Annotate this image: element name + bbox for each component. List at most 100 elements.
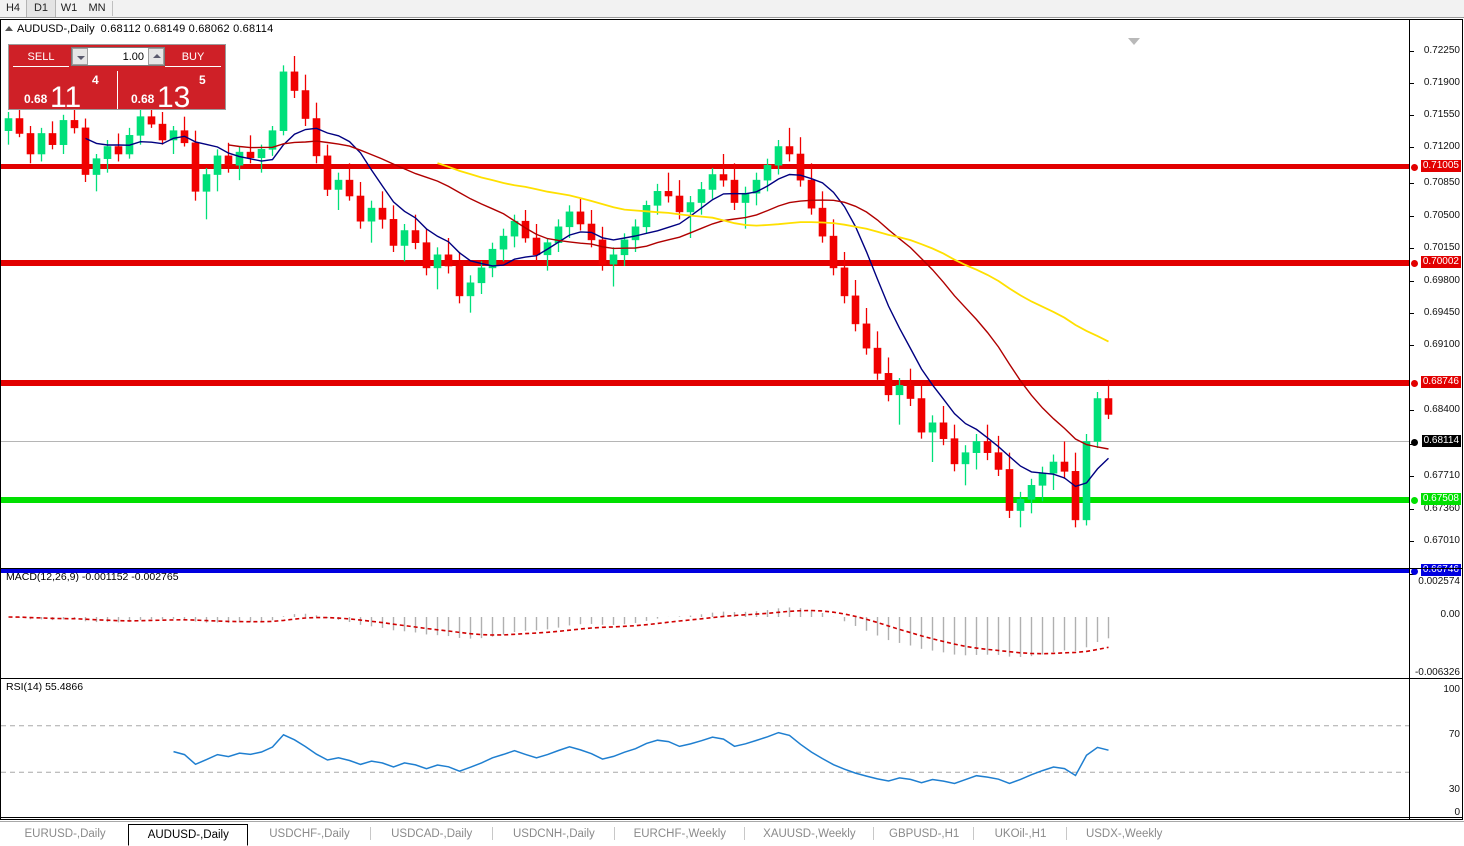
level-line-66746[interactable] bbox=[1, 568, 1409, 573]
rsi-axis-70: 70 bbox=[1448, 729, 1460, 740]
chart-tab-audusd-daily[interactable]: AUDUSD-,Daily bbox=[128, 824, 249, 846]
timeframe-d1[interactable]: D1 bbox=[26, 0, 56, 17]
price-tick-mark bbox=[1410, 83, 1414, 84]
price-tick-mark bbox=[1410, 147, 1414, 148]
timeframe-d1-label: D1 bbox=[33, 2, 49, 14]
price-tick-label: 0.68400 bbox=[1423, 404, 1460, 415]
chart-tab-usdcad-daily[interactable]: USDCAD-,Daily bbox=[391, 828, 473, 840]
collapse-triangle-icon[interactable] bbox=[5, 26, 13, 31]
volume-increase-button[interactable] bbox=[148, 48, 164, 65]
price-axis[interactable]: 0.72250 0.71900 0.71550 0.71200 0.70850 0.705… bbox=[1409, 20, 1463, 819]
price-tick-mark bbox=[1410, 509, 1414, 510]
price-level-dot bbox=[1411, 164, 1418, 171]
rsi-axis-0: 0 bbox=[1454, 807, 1460, 818]
tab-divider bbox=[743, 827, 745, 840]
buy-price-big: 13 bbox=[157, 81, 191, 114]
chevron-down-icon bbox=[77, 56, 85, 60]
level-line-71005[interactable] bbox=[1, 164, 1409, 169]
chart-top-marker-icon bbox=[1128, 38, 1140, 45]
volume-value[interactable]: 1.00 bbox=[122, 51, 144, 63]
chart-tab-usdx-weekly[interactable]: USDX-,Weekly bbox=[1085, 828, 1163, 840]
timeframe-h4[interactable]: H4 bbox=[0, 0, 26, 17]
price-level-tag[interactable]: 0.68746 bbox=[1420, 376, 1461, 388]
price-tick-label: 0.70850 bbox=[1423, 177, 1460, 188]
candlestick-series bbox=[4, 56, 1113, 528]
chart-tab-usdchf-daily[interactable]: USDCHF-,Daily bbox=[269, 828, 350, 840]
price-tick-mark bbox=[1410, 51, 1414, 52]
price-tick-label: 0.70150 bbox=[1423, 242, 1460, 253]
timeframe-mn-label: MN bbox=[88, 2, 106, 14]
time-axis: 27 Mar 20195 Apr 201915 Apr 201925 Apr 2… bbox=[1, 817, 1409, 819]
tab-divider bbox=[369, 827, 371, 840]
chart-tab-eurusd-daily[interactable]: EURUSD-,Daily bbox=[24, 828, 106, 840]
level-line-68746[interactable] bbox=[1, 380, 1409, 386]
macd-axis-min: -0.006326 bbox=[1414, 667, 1460, 678]
timeframe-mn[interactable]: MN bbox=[83, 0, 111, 17]
sell-button[interactable]: SELL bbox=[13, 48, 69, 67]
price-tick-mark bbox=[1410, 281, 1414, 282]
sell-price-quote[interactable]: 0.68 11 4 bbox=[10, 71, 118, 113]
volume-decrease-button[interactable] bbox=[72, 48, 88, 65]
chart-tab-gbpusd-h1[interactable]: GBPUSD-,H1 bbox=[889, 828, 960, 840]
price-tick-label: 0.72250 bbox=[1423, 45, 1460, 56]
price-level-tag[interactable]: 0.68114 bbox=[1421, 435, 1461, 447]
symbol-name: AUDUSD-,Daily bbox=[17, 23, 95, 35]
price-level-tag[interactable]: 0.70002 bbox=[1420, 256, 1461, 268]
chart-plot-area[interactable]: AUDUSD-,Daily 0.68112 0.68149 0.68062 0.6… bbox=[1, 20, 1409, 819]
price-tick-label: 0.71550 bbox=[1423, 109, 1460, 120]
price-tick-mark bbox=[1410, 313, 1414, 314]
volume-stepper[interactable]: 1.00 bbox=[71, 47, 165, 66]
price-level-tag[interactable]: 0.71005 bbox=[1420, 160, 1461, 172]
rsi-label: RSI(14) 55.4866 bbox=[6, 681, 84, 693]
price-level-dot bbox=[1411, 568, 1418, 575]
level-line-70002[interactable] bbox=[1, 260, 1409, 266]
axis-divider-bottom bbox=[1410, 817, 1463, 818]
macd-axis-zero: 0.00 bbox=[1440, 609, 1460, 620]
axis-divider-rsi bbox=[1410, 678, 1463, 679]
price-tick-label: 0.71900 bbox=[1423, 77, 1460, 88]
price-level-dot bbox=[1411, 497, 1418, 504]
price-tick-mark bbox=[1410, 248, 1414, 249]
one-click-trading-panel[interactable]: SELL 1.00 BUY 0.68 11 4 0.68 13 5 bbox=[8, 44, 226, 113]
chart-tab-usdcnh-daily[interactable]: USDCNH-,Daily bbox=[513, 828, 595, 840]
price-tick-label: 0.69100 bbox=[1423, 339, 1460, 350]
rsi-axis-30: 30 bbox=[1448, 784, 1460, 795]
macd-series bbox=[8, 607, 1110, 657]
macd-subwindow: MACD(12,26,9) -0.001152 -0.002765 bbox=[1, 568, 1409, 678]
tab-divider bbox=[614, 827, 615, 840]
price-level-dot bbox=[1411, 260, 1418, 267]
tab-divider bbox=[491, 827, 493, 840]
symbol-header: AUDUSD-,Daily 0.68112 0.68149 0.68062 0.6… bbox=[5, 23, 273, 35]
price-tick-mark bbox=[1410, 216, 1414, 217]
level-line-67508[interactable] bbox=[1, 497, 1409, 503]
symbol-ohlc-values: 0.68112 0.68149 0.68062 0.68114 bbox=[100, 23, 274, 35]
price-tick-mark bbox=[1410, 345, 1414, 346]
rsi-subwindow: RSI(14) 55.4866 bbox=[1, 678, 1409, 817]
buy-button[interactable]: BUY bbox=[165, 48, 221, 67]
time-axis-line bbox=[1, 817, 1409, 818]
chart-frame: AUDUSD-,Daily 0.68112 0.68149 0.68062 0.6… bbox=[0, 19, 1463, 820]
chart-tab-ukoil-h1[interactable]: UKOil-,H1 bbox=[994, 828, 1047, 840]
price-tick-label: 0.69800 bbox=[1423, 275, 1460, 286]
price-tick-label: 0.67360 bbox=[1423, 503, 1460, 514]
price-tick-label: 0.71200 bbox=[1423, 141, 1460, 152]
price-tick-label: 0.69450 bbox=[1423, 307, 1460, 318]
price-tick-mark bbox=[1410, 541, 1414, 542]
price-tick-mark bbox=[1410, 183, 1414, 184]
chart-tab-xauusd-weekly[interactable]: XAUUSD-,Weekly bbox=[763, 828, 856, 840]
sell-price-big: 11 bbox=[50, 81, 82, 114]
price-level-tag[interactable]: 0.66746 bbox=[1420, 564, 1461, 576]
price-tick-mark bbox=[1410, 476, 1414, 477]
buy-price-quote[interactable]: 0.68 13 5 bbox=[117, 71, 224, 113]
trade-panel-top-row: SELL 1.00 BUY bbox=[9, 45, 225, 69]
tab-divider bbox=[873, 827, 875, 840]
price-tick-mark bbox=[1410, 115, 1414, 116]
timeframe-w1[interactable]: W1 bbox=[55, 0, 83, 17]
macd-label: MACD(12,26,9) -0.001152 -0.002765 bbox=[6, 571, 179, 583]
rsi-series bbox=[1, 725, 1409, 785]
price-tick-mark bbox=[1410, 410, 1414, 411]
chart-tab-eurchf-weekly[interactable]: EURCHF-,Weekly bbox=[633, 828, 727, 840]
sell-price-fraction: 4 bbox=[92, 73, 99, 87]
price-level-tag[interactable]: 0.67508 bbox=[1420, 493, 1461, 505]
